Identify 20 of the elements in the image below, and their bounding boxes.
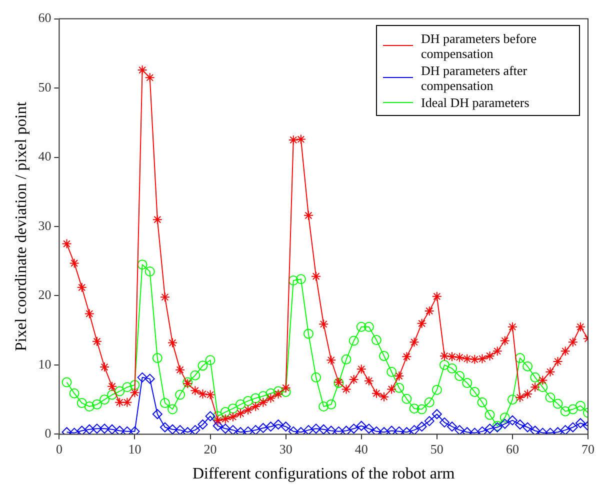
x-tick-label: 30: [279, 441, 292, 456]
x-axis-title: Different configurations of the robot arm: [192, 466, 456, 483]
y-tick-label: 60: [38, 10, 52, 26]
x-tick-label: 20: [204, 441, 217, 456]
y-tick-label: 40: [38, 148, 52, 164]
y-tick-label: 30: [38, 218, 52, 233]
x-tick-label: 10: [128, 441, 142, 456]
legend-label: Ideal DH parameters: [421, 94, 530, 110]
y-tick-label: 20: [38, 287, 52, 302]
y-tick-label: 10: [38, 356, 52, 372]
y-tick-label: 50: [38, 79, 52, 94]
x-tick-label: 70: [582, 441, 594, 456]
x-tick-label: 0: [56, 441, 62, 456]
x-tick-label: 40: [354, 441, 368, 456]
legend-label: DH parameters after compensation: [421, 62, 528, 93]
y-axis-title: Pixel coordinate deviation / pixel point: [12, 101, 30, 352]
y-tick-label: 0: [44, 426, 52, 441]
x-tick-label: 60: [506, 441, 519, 456]
x-tick-label: 50: [430, 441, 444, 456]
legend-label: DH parameters before compensation: [421, 30, 538, 61]
